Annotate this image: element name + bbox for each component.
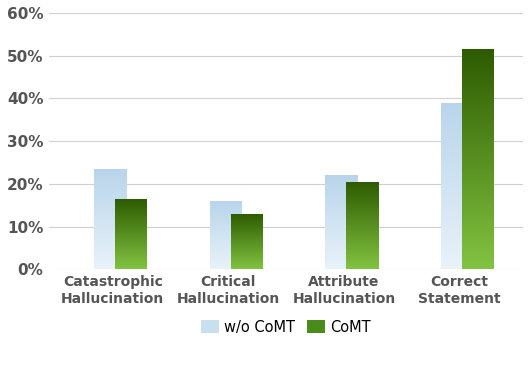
Legend: w/o CoMT, CoMT: w/o CoMT, CoMT bbox=[197, 315, 375, 339]
